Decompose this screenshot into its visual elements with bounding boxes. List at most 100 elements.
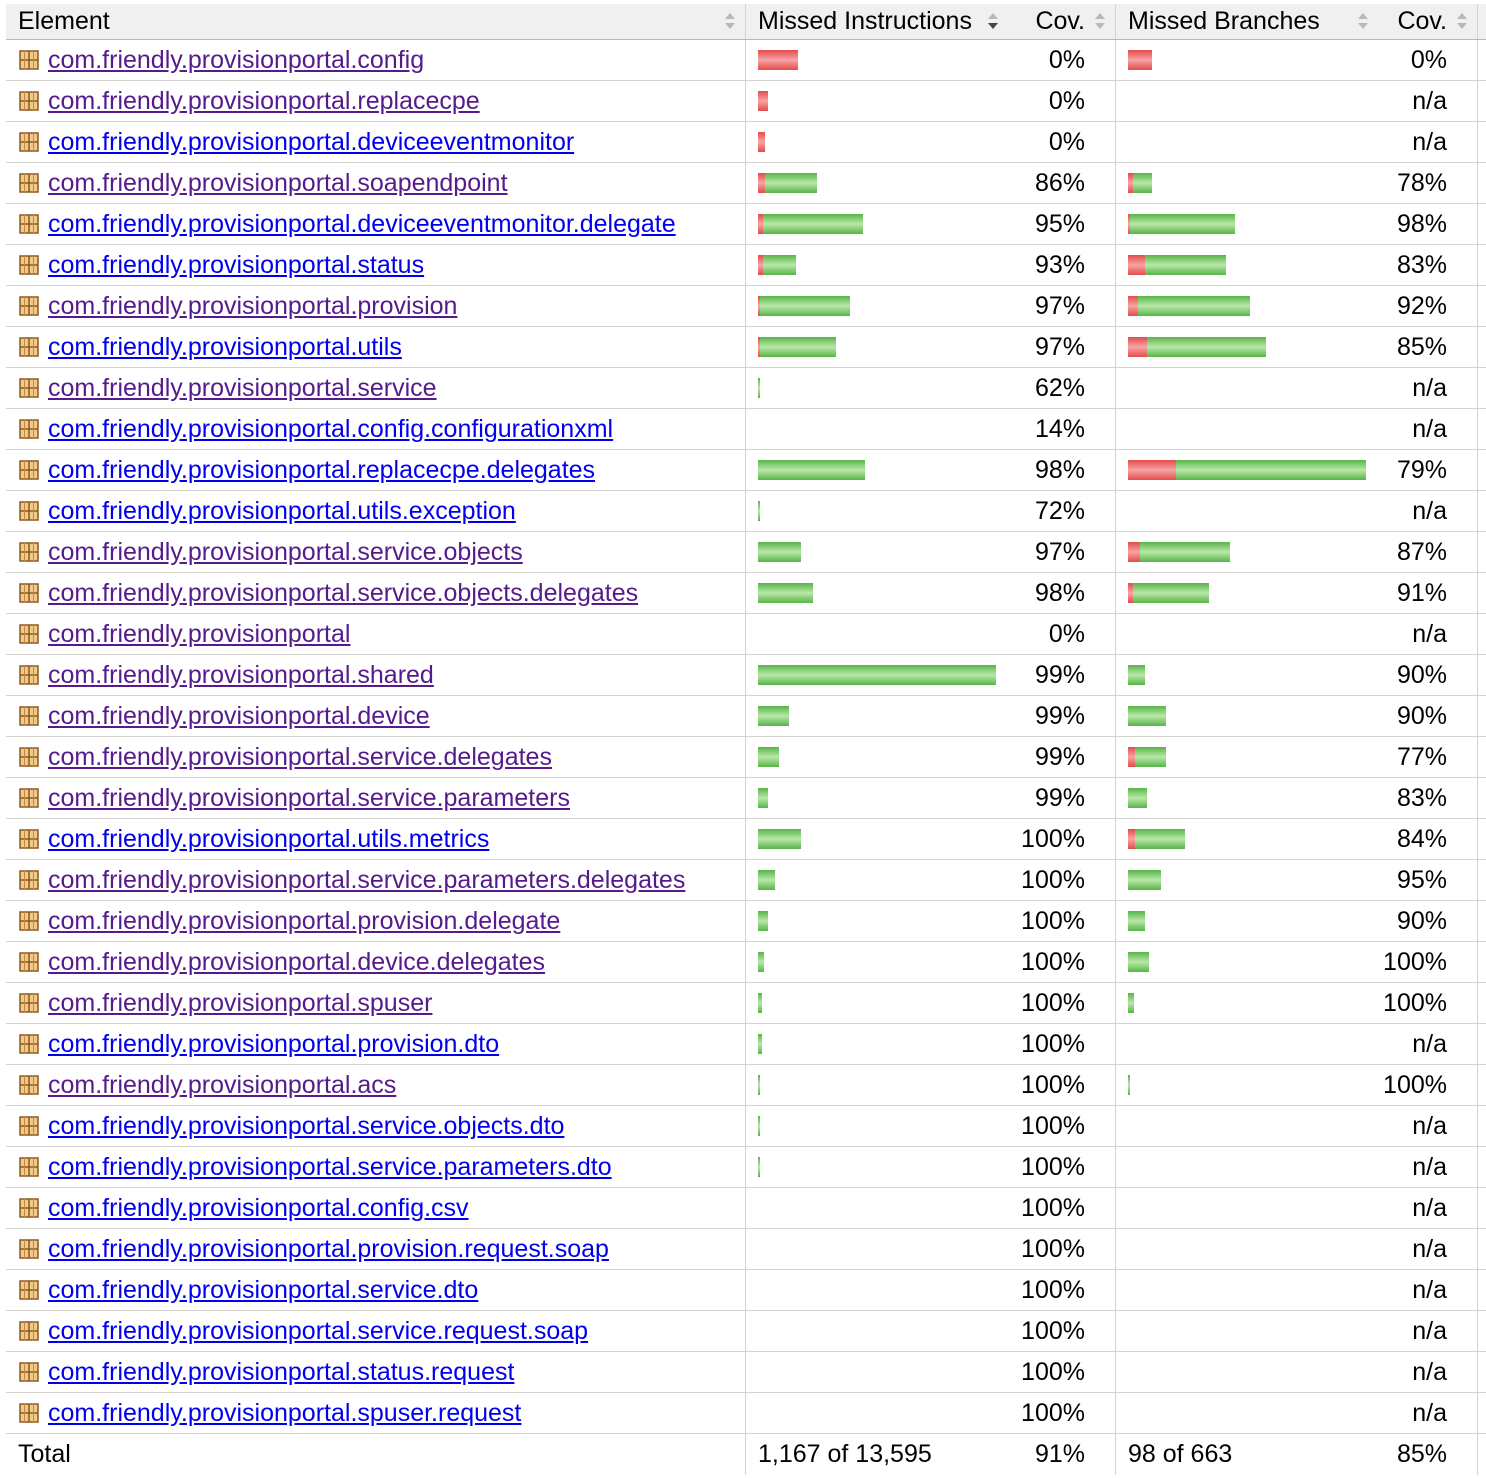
package-link[interactable]: com.friendly.provisionportal.service.dto <box>48 1275 479 1304</box>
sort-arrows-icon[interactable] <box>725 13 735 31</box>
missed-instructions-cell <box>746 737 1008 777</box>
branches-bar <box>1128 583 1209 603</box>
missed-instructions-cell <box>746 409 1008 449</box>
package-link[interactable]: com.friendly.provisionportal.soapendpoin… <box>48 168 508 197</box>
package-link[interactable]: com.friendly.provisionportal.config.conf… <box>48 414 614 443</box>
instructions-covered-bar <box>765 173 817 193</box>
branches-coverage: n/a <box>1378 491 1478 531</box>
instructions-coverage: 0% <box>1008 40 1116 80</box>
package-link[interactable]: com.friendly.provisionportal.service.del… <box>48 742 552 771</box>
header-missed-instructions[interactable]: Missed Instructions <box>746 4 1008 39</box>
instructions-coverage: 99% <box>1008 778 1116 818</box>
instructions-coverage: 100% <box>1008 983 1116 1023</box>
table-row: com.friendly.provisionportal.service.obj… <box>6 1106 1486 1147</box>
missed-branches-cell <box>1116 1065 1378 1105</box>
package-link[interactable]: com.friendly.provisionportal.status.requ… <box>48 1357 515 1386</box>
element-cell: com.friendly.provisionportal.config.csv <box>6 1188 746 1228</box>
missed-branches-cell <box>1116 1024 1378 1064</box>
instructions-coverage: 0% <box>1008 614 1116 654</box>
branches-coverage: n/a <box>1378 1352 1478 1392</box>
instructions-bar <box>758 1157 760 1177</box>
package-link[interactable]: com.friendly.provisionportal <box>48 619 351 648</box>
sort-arrows-icon[interactable] <box>1457 13 1467 31</box>
package-link[interactable]: com.friendly.provisionportal.service.par… <box>48 1152 612 1181</box>
package-link[interactable]: com.friendly.provisionportal.service.par… <box>48 783 570 812</box>
element-cell: com.friendly.provisionportal.utils <box>6 327 746 367</box>
branches-missed-bar <box>1128 255 1145 275</box>
header-branches-coverage[interactable]: Cov. <box>1378 4 1478 39</box>
package-link[interactable]: com.friendly.provisionportal.device.dele… <box>48 947 546 976</box>
branches-bar <box>1128 296 1250 316</box>
package-link[interactable]: com.friendly.provisionportal.service.obj… <box>48 537 523 566</box>
package-link[interactable]: com.friendly.provisionportal.provision.d… <box>48 906 561 935</box>
package-link[interactable]: com.friendly.provisionportal.replacecpe <box>48 86 480 115</box>
package-link[interactable]: com.friendly.provisionportal.shared <box>48 660 434 689</box>
package-link[interactable]: com.friendly.provisionportal.provision.r… <box>48 1234 609 1263</box>
element-cell: com.friendly.provisionportal.shared <box>6 655 746 695</box>
package-link[interactable]: com.friendly.provisionportal.spuser.requ… <box>48 1398 522 1427</box>
branches-coverage: 84% <box>1378 819 1478 859</box>
instructions-covered-bar <box>758 911 768 931</box>
element-cell: com.friendly.provisionportal.service.dto <box>6 1270 746 1310</box>
package-link[interactable]: com.friendly.provisionportal.service <box>48 373 437 402</box>
package-link[interactable]: com.friendly.provisionportal.config.csv <box>48 1193 469 1222</box>
instructions-bar <box>758 50 798 70</box>
package-link[interactable]: com.friendly.provisionportal.service.req… <box>48 1316 589 1345</box>
package-link[interactable]: com.friendly.provisionportal.utils.excep… <box>48 496 516 525</box>
package-link[interactable]: com.friendly.provisionportal.service.obj… <box>48 1111 565 1140</box>
package-link[interactable]: com.friendly.provisionportal.service.obj… <box>48 578 639 607</box>
package-icon <box>19 583 39 603</box>
missed-branches-cell <box>1116 1188 1378 1228</box>
instructions-coverage: 100% <box>1008 1188 1116 1228</box>
branches-coverage: 91% <box>1378 573 1478 613</box>
instructions-coverage: 97% <box>1008 327 1116 367</box>
table-row: com.friendly.provisionportal.status.requ… <box>6 1352 1486 1393</box>
package-link[interactable]: com.friendly.provisionportal.config <box>48 45 425 74</box>
package-link[interactable]: com.friendly.provisionportal.provision <box>48 291 458 320</box>
sort-arrows-icon[interactable] <box>988 13 998 31</box>
package-icon <box>19 255 39 275</box>
header-missed-branches[interactable]: Missed Branches <box>1116 4 1378 39</box>
package-link[interactable]: com.friendly.provisionportal.provision.d… <box>48 1029 500 1058</box>
package-icon <box>19 50 39 70</box>
instructions-coverage: 98% <box>1008 573 1116 613</box>
instructions-coverage: 100% <box>1008 860 1116 900</box>
missed-instructions-cell <box>746 163 1008 203</box>
package-link[interactable]: com.friendly.provisionportal.utils.metri… <box>48 824 490 853</box>
instructions-missed-bar <box>758 132 765 152</box>
branches-missed-bar <box>1128 50 1152 70</box>
instructions-coverage: 14% <box>1008 409 1116 449</box>
package-link[interactable]: com.friendly.provisionportal.service.par… <box>48 865 686 894</box>
package-link[interactable]: com.friendly.provisionportal.acs <box>48 1070 397 1099</box>
header-instructions-coverage[interactable]: Cov. <box>1008 4 1116 39</box>
package-link[interactable]: com.friendly.provisionportal.replacecpe.… <box>48 455 596 484</box>
package-link[interactable]: com.friendly.provisionportal.device <box>48 701 430 730</box>
branches-bar <box>1128 460 1366 480</box>
instructions-bar <box>758 747 779 767</box>
package-link[interactable]: com.friendly.provisionportal.status <box>48 250 425 279</box>
instructions-missed-bar <box>758 50 798 70</box>
table-row: com.friendly.provisionportal.service.req… <box>6 1311 1486 1352</box>
package-icon <box>19 665 39 685</box>
package-icon <box>19 460 39 480</box>
missed-branches-cell <box>1116 327 1378 367</box>
missed-instructions-cell <box>746 1024 1008 1064</box>
package-link[interactable]: com.friendly.provisionportal.deviceevent… <box>48 209 676 238</box>
missed-branches-cell <box>1116 614 1378 654</box>
table-row: com.friendly.provisionportal 0% n/a <box>6 614 1486 655</box>
missed-branches-cell <box>1116 450 1378 490</box>
package-icon <box>19 173 39 193</box>
table-row: com.friendly.provisionportal.soapendpoin… <box>6 163 1486 204</box>
table-row: com.friendly.provisionportal.service 62% n… <box>6 368 1486 409</box>
missed-instructions-cell <box>746 40 1008 80</box>
header-element[interactable]: Element <box>6 4 746 39</box>
package-link[interactable]: com.friendly.provisionportal.spuser <box>48 988 433 1017</box>
sort-arrows-icon[interactable] <box>1095 13 1105 31</box>
package-link[interactable]: com.friendly.provisionportal.utils <box>48 332 402 361</box>
sort-arrows-icon[interactable] <box>1358 13 1368 31</box>
instructions-bar <box>758 829 801 849</box>
element-cell: com.friendly.provisionportal.service.obj… <box>6 1106 746 1146</box>
package-link[interactable]: com.friendly.provisionportal.deviceevent… <box>48 127 575 156</box>
branches-coverage: n/a <box>1378 1270 1478 1310</box>
branches-coverage: 85% <box>1378 327 1478 367</box>
